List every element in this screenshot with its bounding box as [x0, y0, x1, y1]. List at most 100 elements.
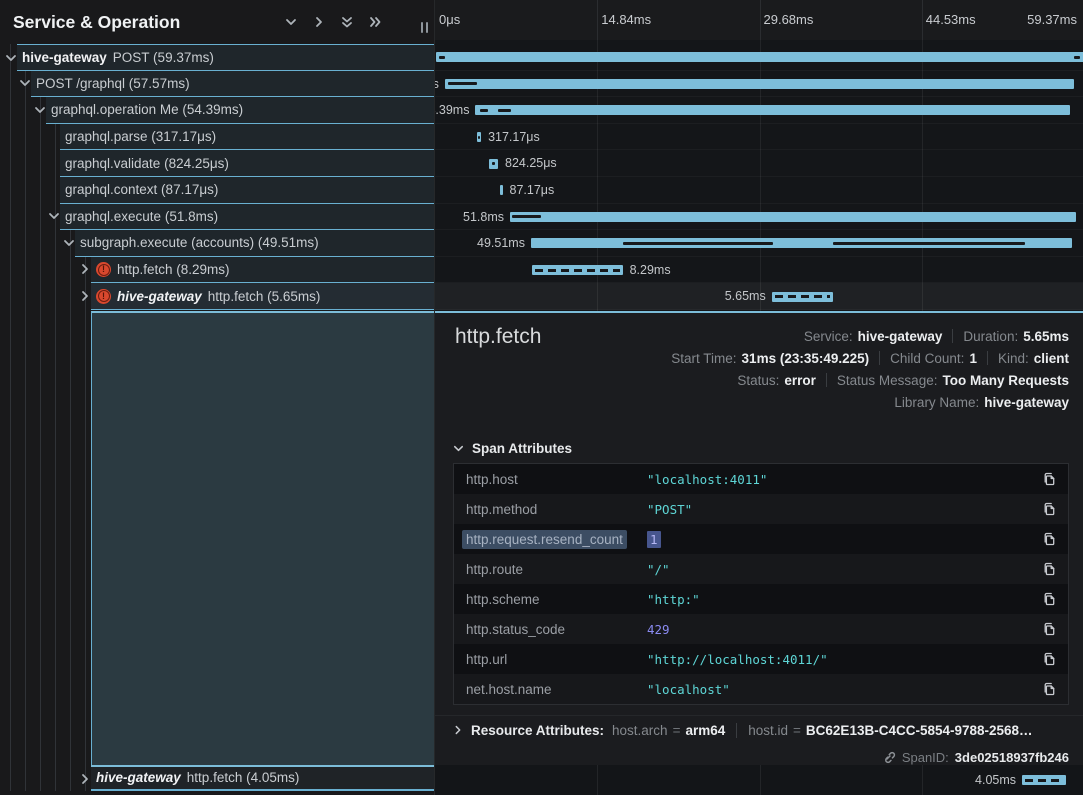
tree-row[interactable]: subgraph.execute (accounts) (49.51ms)	[64, 230, 434, 257]
attribute-row-http.route[interactable]: http.route "/"	[454, 554, 1068, 584]
attribute-value[interactable]: 429	[647, 621, 670, 637]
span-bar[interactable]	[530, 238, 1073, 249]
timeline-gridline	[921, 765, 923, 795]
span-bar[interactable]	[771, 291, 834, 302]
chevron-right-icon[interactable]	[78, 289, 92, 303]
meta-line: Service: hive-gateway Duration: 5.65ms	[671, 325, 1069, 347]
attribute-key[interactable]: http.scheme	[466, 591, 540, 607]
span-bar[interactable]	[444, 78, 1075, 89]
span-bar[interactable]	[489, 158, 498, 169]
resource-value: BC62E13B-C4CC-5854-9788-2568…	[805, 722, 1033, 738]
span-bar[interactable]	[531, 265, 623, 276]
attribute-value[interactable]: "POST"	[647, 501, 693, 517]
tree-row-selected[interactable]: ! hive-gateway http.fetch (5.65ms)	[82, 283, 434, 310]
attribute-value[interactable]: "http://localhost:4011/"	[647, 651, 828, 667]
copy-icon[interactable]	[1041, 591, 1057, 607]
tree-row[interactable]: graphql.operation Me (54.39ms)	[35, 97, 434, 124]
attribute-key[interactable]: http.host	[466, 471, 518, 487]
chevron-down-icon[interactable]	[33, 103, 47, 117]
panel-resize-handle[interactable]	[421, 22, 428, 33]
attribute-value[interactable]: "/"	[647, 561, 670, 577]
tree-row[interactable]: graphql.validate (824.25μs)	[60, 150, 434, 177]
chevron-down-icon[interactable]	[18, 76, 32, 90]
span-duration-label: 87.17μs	[509, 183, 555, 197]
meta-value: hive-gateway	[857, 328, 943, 344]
indent-guide-line	[10, 44, 11, 791]
tree-row[interactable]: graphql.parse (317.17μs)	[60, 123, 434, 151]
resource-attributes-row[interactable]: Resource Attributes: host.arch = arm64 host.…	[435, 715, 1083, 744]
copy-icon[interactable]	[1041, 531, 1057, 547]
span-bar[interactable]	[477, 132, 482, 143]
chevron-right-icon[interactable]	[78, 262, 92, 276]
chevron-right-icon[interactable]	[78, 772, 92, 786]
axis-tick-label: 44.53ms	[925, 12, 976, 27]
meta-separator	[986, 351, 988, 365]
attribute-value[interactable]: "localhost:4011"	[647, 471, 768, 487]
indent-guide-line	[85, 44, 86, 791]
timeline-gridline	[921, 40, 923, 311]
attribute-row-http.url[interactable]: http.url "http://localhost:4011/"	[454, 644, 1068, 674]
chevron-down-icon[interactable]	[4, 51, 18, 65]
chevron-right-icon[interactable]	[311, 14, 326, 29]
copy-icon[interactable]	[1041, 471, 1057, 487]
double-chevron-down-icon[interactable]	[339, 14, 354, 29]
axis-tick-label: 59.37ms	[1027, 12, 1077, 27]
span-attributes-section-header[interactable]: Span Attributes	[452, 441, 572, 456]
span-bar[interactable]	[500, 185, 503, 196]
timeline-row: 54.39ms	[435, 97, 1083, 124]
timeline-gridline	[597, 40, 599, 311]
attribute-key[interactable]: http.status_code	[466, 621, 566, 637]
attribute-key[interactable]: http.route	[466, 561, 524, 577]
attribute-key[interactable]: net.host.name	[466, 681, 552, 697]
tree-row[interactable]: graphql.context (87.17μs)	[60, 177, 434, 204]
tree-row-http-fetch-4ms[interactable]: hive-gateway http.fetch (4.05ms)	[82, 765, 434, 791]
timeline-row: 8.29ms	[435, 257, 1083, 284]
attribute-row-http.request.resend_count[interactable]: http.request.resend_count 1	[454, 524, 1068, 554]
span-bar[interactable]	[509, 211, 1077, 222]
attribute-row-net.host.name[interactable]: net.host.name "localhost"	[454, 674, 1068, 704]
attribute-value[interactable]: 1	[647, 530, 661, 548]
span-name-and-duration: graphql.context (87.17μs)	[65, 182, 219, 198]
chevron-down-icon[interactable]	[283, 14, 298, 29]
attribute-key[interactable]: http.method	[466, 501, 538, 517]
copy-icon[interactable]	[1041, 561, 1057, 577]
meta-value: hive-gateway	[984, 394, 1069, 410]
meta-value: 5.65ms	[1023, 328, 1069, 344]
tree-row[interactable]: graphql.execute (51.8ms)	[49, 203, 434, 231]
panel-title: Service & Operation	[13, 12, 181, 32]
chevron-down-icon[interactable]	[62, 236, 76, 250]
copy-icon[interactable]	[1041, 681, 1057, 697]
copy-icon[interactable]	[1041, 501, 1057, 517]
chevron-down-icon[interactable]	[47, 209, 61, 223]
tree-row[interactable]: hive-gateway POST (59.37ms)	[6, 44, 434, 71]
copy-icon[interactable]	[1041, 621, 1057, 637]
span-attributes-table: http.host "localhost:4011" http.method "PO…	[453, 463, 1069, 705]
tree-row[interactable]: ! http.fetch (8.29ms)	[82, 256, 434, 284]
tree-panel-header: Service & Operation	[0, 0, 434, 44]
span-bar[interactable]	[1022, 775, 1067, 786]
child-span-mark	[498, 108, 511, 112]
resource-separator	[736, 722, 738, 738]
attribute-value[interactable]: "http:"	[647, 591, 700, 607]
attribute-row-http.scheme[interactable]: http.scheme "http:"	[454, 584, 1068, 614]
span-detail-meta: Service: hive-gateway Duration: 5.65ms Start…	[671, 325, 1069, 413]
span-name-and-duration: http.fetch (5.65ms)	[207, 288, 321, 304]
attribute-row-http.host[interactable]: http.host "localhost:4011"	[454, 464, 1068, 494]
axis-tick-label: 29.68ms	[763, 12, 814, 27]
span-name-and-duration: POST (59.37ms)	[112, 49, 214, 65]
attribute-key[interactable]: http.request.resend_count	[454, 529, 647, 549]
span-bar[interactable]	[435, 52, 1083, 63]
attribute-key[interactable]: http.url	[466, 651, 508, 667]
attribute-row-http.method[interactable]: http.method "POST"	[454, 494, 1068, 524]
attribute-value[interactable]: "localhost"	[647, 681, 730, 697]
copy-icon[interactable]	[1041, 651, 1057, 667]
attribute-row-http.status_code[interactable]: http.status_code 429	[454, 614, 1068, 644]
tree-row[interactable]: POST /graphql (57.57ms)	[20, 70, 434, 98]
child-span-mark	[832, 241, 1026, 245]
double-chevron-right-icon[interactable]	[367, 14, 382, 29]
span-bar[interactable]	[475, 105, 1070, 116]
resource-key: host.id	[748, 722, 789, 738]
link-icon[interactable]	[881, 750, 896, 765]
span-duration-label: 54.39ms	[435, 103, 470, 118]
